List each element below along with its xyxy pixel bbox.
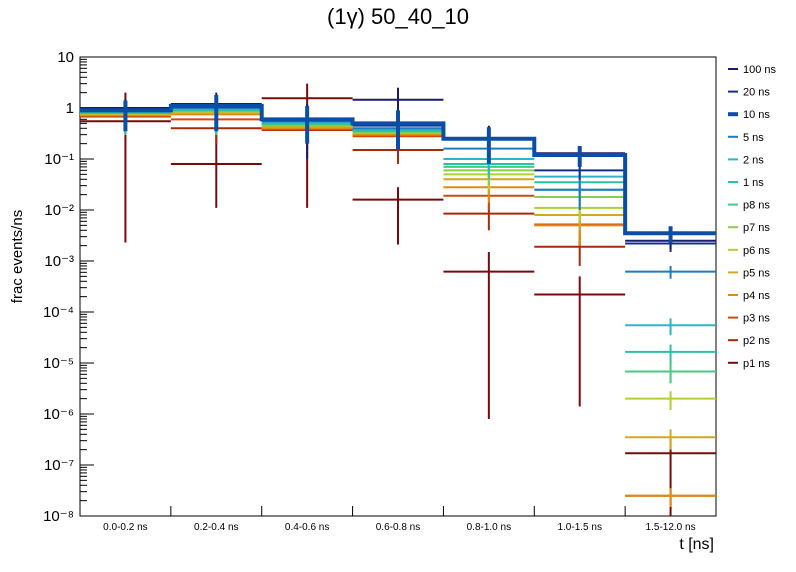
legend-label: p7 ns [743,222,770,234]
x-tick-label: 0.8-1.0 ns [467,522,511,533]
x-tick-label: 0.6-0.8 ns [376,522,420,533]
legend-label: p4 ns [743,290,770,302]
y-tick-label: 10⁻² [44,202,74,219]
y-tick-label: 10⁻⁴ [43,304,74,321]
y-tick-label: 1 [66,100,74,117]
x-axis-label: t [ns] [679,536,714,553]
series-10-ns [80,94,716,244]
legend-label: 5 ns [743,132,764,144]
x-tick-label: 0.2-0.4 ns [194,522,238,533]
legend-label: p5 ns [743,267,770,279]
y-tick-label: 10⁻⁶ [43,406,74,423]
y-tick-label: 10⁻⁷ [44,457,74,474]
y-tick-label: 10⁻⁵ [43,355,74,372]
legend-label: p2 ns [743,335,770,347]
legend-label: 1 ns [743,177,764,189]
y-tick-label: 10 [57,49,74,66]
y-axis-label: frac events/ns [9,210,26,303]
legend-label: 2 ns [743,154,764,166]
legend-label: p6 ns [743,245,770,257]
x-tick-label: 0.4-0.6 ns [285,522,329,533]
x-tick-label: 1.0-1.5 ns [557,522,601,533]
y-tick-label: 10⁻⁸ [43,508,74,525]
x-tick-label: 1.5-12.0 ns [646,522,696,533]
legend-label: p8 ns [743,200,770,212]
legend-label: 100 ns [743,64,777,76]
chart-title: (1γ) 50_40_10 [327,4,469,29]
plot-frame [79,56,717,517]
series-p3-ns [80,108,716,508]
y-tick-label: 10⁻³ [44,253,74,270]
y-tick-label: 10⁻¹ [44,151,74,168]
series-p4-ns [80,105,716,508]
legend-label: p1 ns [743,358,770,370]
legend-label: 20 ns [743,87,770,99]
x-tick-label: 0.0-0.2 ns [103,522,147,533]
legend-label: 10 ns [743,109,770,121]
legend-label: p3 ns [743,313,770,325]
